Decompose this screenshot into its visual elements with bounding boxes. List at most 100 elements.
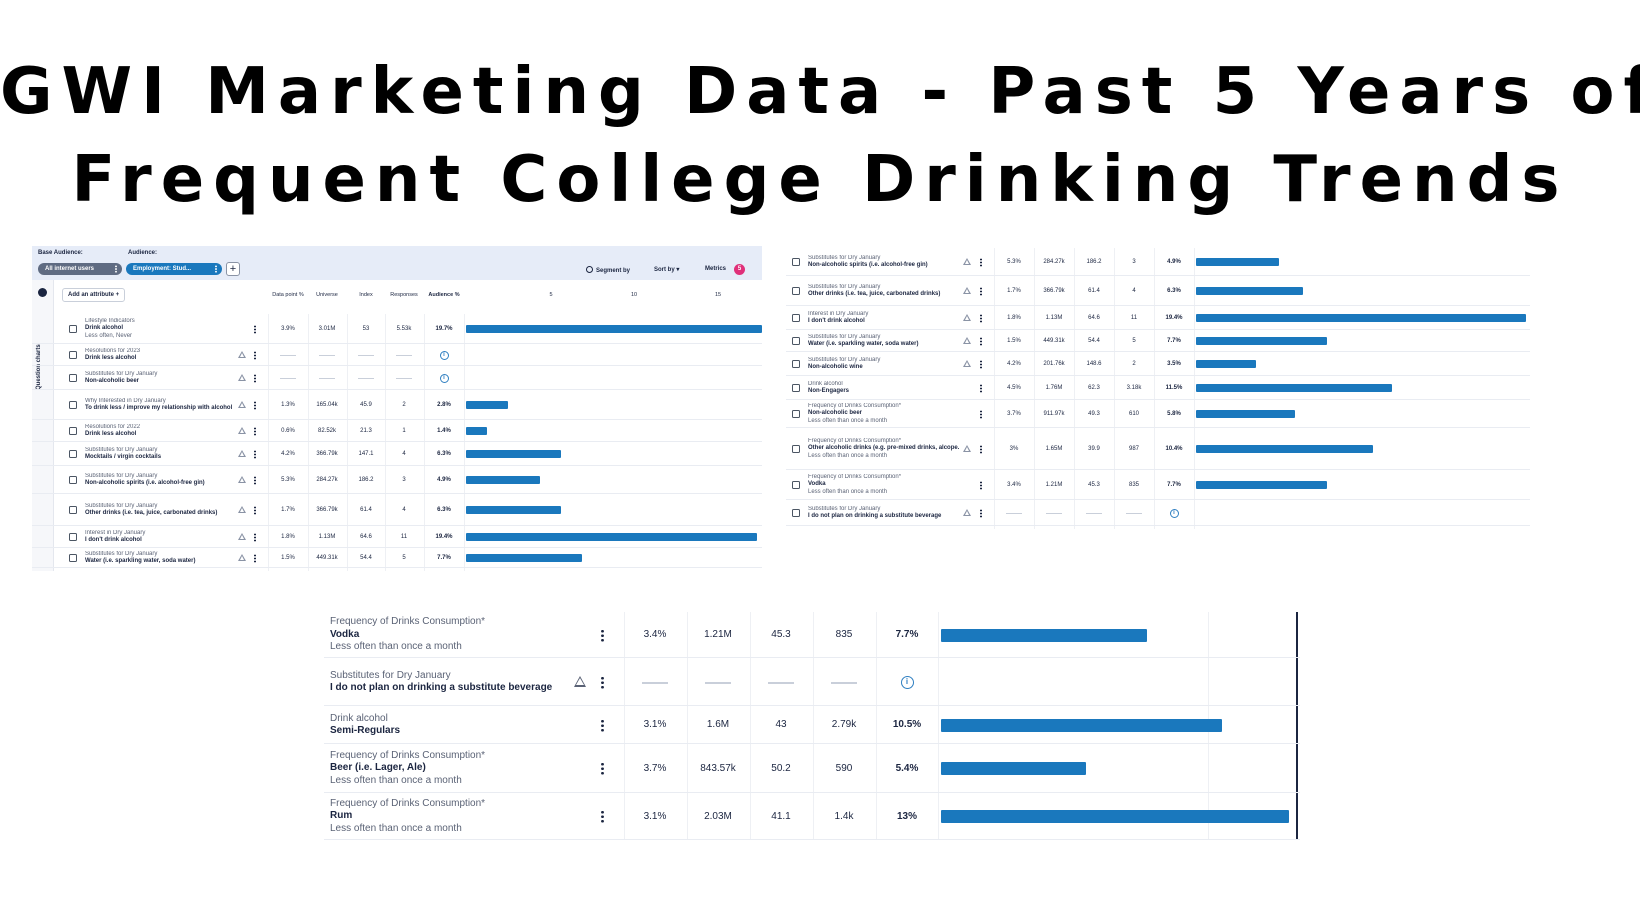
table-row[interactable]: Interest in Dry January I don't drink alc… bbox=[32, 526, 762, 548]
row-checkbox[interactable] bbox=[792, 287, 800, 295]
row-checkbox[interactable] bbox=[69, 506, 77, 514]
row-menu-icon[interactable] bbox=[980, 444, 982, 454]
table-row[interactable]: Frequency of Drinks Consumption* Vodka Les… bbox=[786, 470, 1530, 500]
metrics-button[interactable]: Metrics bbox=[705, 266, 726, 272]
column-header[interactable]: Data point % bbox=[272, 292, 304, 298]
row-checkbox[interactable] bbox=[69, 325, 77, 333]
row-checkbox[interactable] bbox=[792, 445, 800, 453]
table-row[interactable]: Substitutes for Dry January Other drinks … bbox=[32, 494, 762, 526]
row-menu-icon[interactable] bbox=[601, 628, 604, 642]
audience-bar[interactable] bbox=[1196, 337, 1327, 345]
info-icon[interactable]: i bbox=[439, 350, 449, 360]
audience-chip[interactable]: Employment: Stud... bbox=[126, 263, 222, 275]
row-menu-icon[interactable] bbox=[980, 286, 982, 296]
row-menu-icon[interactable] bbox=[254, 324, 256, 334]
table-row[interactable]: Resolutions for 2022 Drink less alcohol 0.… bbox=[32, 420, 762, 442]
row-checkbox[interactable] bbox=[792, 360, 800, 368]
column-header[interactable]: Index bbox=[359, 292, 373, 298]
chip-menu-icon[interactable] bbox=[115, 265, 117, 273]
question-charts-sidebar[interactable]: Question charts bbox=[32, 280, 54, 571]
row-menu-icon[interactable] bbox=[254, 449, 256, 459]
row-menu-icon[interactable] bbox=[254, 505, 256, 515]
table-row[interactable]: Substitutes for Dry January Other drinks … bbox=[786, 276, 1530, 306]
table-row[interactable]: Drink alcohol Non-Engagers 4.5% 1.76M 62.3 3.… bbox=[786, 376, 1530, 400]
row-menu-icon[interactable] bbox=[601, 762, 604, 775]
audience-bar[interactable] bbox=[941, 810, 1290, 823]
table-row[interactable]: Substitutes for Dry January Mocktails / v… bbox=[32, 442, 762, 466]
row-checkbox[interactable] bbox=[69, 554, 77, 562]
row-menu-icon[interactable] bbox=[980, 508, 982, 518]
audience-bar[interactable] bbox=[941, 762, 1086, 775]
audience-bar[interactable] bbox=[1196, 410, 1295, 418]
column-header[interactable]: Universe bbox=[316, 292, 338, 298]
table-row[interactable]: Substitutes for Dry January Water (i.e. s… bbox=[32, 548, 762, 568]
audience-bar[interactable] bbox=[1196, 287, 1304, 295]
row-checkbox[interactable] bbox=[792, 481, 800, 489]
row-checkbox[interactable] bbox=[792, 509, 800, 517]
table-row[interactable]: Drink alcohol Semi-Regulars 3.1% 1.6M 43 2.79… bbox=[324, 706, 1300, 744]
table-row[interactable]: Frequency of Drinks Consumption* Rum Less … bbox=[324, 793, 1300, 840]
info-icon[interactable]: i bbox=[1169, 508, 1179, 518]
audience-bar[interactable] bbox=[1196, 384, 1392, 392]
row-checkbox[interactable] bbox=[792, 410, 800, 418]
row-menu-icon[interactable] bbox=[601, 718, 604, 732]
row-menu-icon[interactable] bbox=[254, 350, 256, 360]
row-menu-icon[interactable] bbox=[980, 383, 982, 393]
row-menu-icon[interactable] bbox=[254, 475, 256, 485]
add-attribute-button[interactable]: Add an attribute + bbox=[62, 288, 126, 302]
scrollbar-track[interactable] bbox=[1296, 612, 1298, 840]
row-checkbox[interactable] bbox=[792, 384, 800, 392]
chip-menu-icon[interactable] bbox=[215, 265, 217, 273]
row-menu-icon[interactable] bbox=[601, 675, 604, 689]
row-menu-icon[interactable] bbox=[980, 409, 982, 419]
audience-bar[interactable] bbox=[941, 718, 1223, 732]
collapse-icon[interactable] bbox=[38, 288, 47, 297]
audience-bar[interactable] bbox=[1196, 445, 1373, 453]
table-row[interactable]: Lifestyle Indicators Drink alcohol Less of… bbox=[32, 314, 762, 344]
row-menu-icon[interactable] bbox=[601, 810, 604, 823]
table-row[interactable]: Substitutes for Dry January Non-alcoholic… bbox=[786, 352, 1530, 376]
audience-bar[interactable] bbox=[466, 533, 757, 541]
audience-bar[interactable] bbox=[466, 450, 561, 458]
audience-bar[interactable] bbox=[1196, 481, 1327, 489]
row-checkbox[interactable] bbox=[69, 401, 77, 409]
table-row[interactable]: Substitutes for Dry January I do not plan… bbox=[324, 658, 1300, 706]
audience-bar[interactable] bbox=[1196, 360, 1256, 368]
row-checkbox[interactable] bbox=[792, 258, 800, 266]
row-checkbox[interactable] bbox=[69, 427, 77, 435]
row-menu-icon[interactable] bbox=[980, 480, 982, 490]
row-checkbox[interactable] bbox=[69, 351, 77, 359]
table-row[interactable]: Substitutes for Dry January Non-alcoholic… bbox=[32, 466, 762, 494]
audience-bar[interactable] bbox=[466, 554, 582, 562]
row-checkbox[interactable] bbox=[69, 450, 77, 458]
row-menu-icon[interactable] bbox=[254, 373, 256, 383]
column-header[interactable]: Responses bbox=[390, 292, 418, 298]
table-row[interactable]: Frequency of Drinks Consumption* Other al… bbox=[786, 428, 1530, 470]
table-row[interactable]: Interest in Dry January I don't drink alc… bbox=[786, 306, 1530, 330]
info-icon[interactable]: i bbox=[439, 373, 449, 383]
table-row[interactable]: Resolutions for 2023 Drink less alcohol i bbox=[32, 344, 762, 366]
table-row[interactable]: Substitutes for Dry January Non-alcoholic… bbox=[786, 248, 1530, 276]
base-audience-chip[interactable]: All internet users bbox=[38, 263, 122, 275]
row-menu-icon[interactable] bbox=[254, 426, 256, 436]
row-checkbox[interactable] bbox=[792, 314, 800, 322]
audience-bar[interactable] bbox=[941, 628, 1148, 642]
column-header[interactable]: Audience % bbox=[428, 292, 460, 298]
row-menu-icon[interactable] bbox=[254, 553, 256, 563]
table-row[interactable]: Substitutes for Dry January Non-alcoholic… bbox=[32, 366, 762, 390]
table-row[interactable]: Frequency of Drinks Consumption* Non-alco… bbox=[786, 400, 1530, 428]
audience-bar[interactable] bbox=[466, 427, 487, 435]
row-checkbox[interactable] bbox=[69, 533, 77, 541]
row-menu-icon[interactable] bbox=[980, 359, 982, 369]
audience-bar[interactable] bbox=[466, 506, 561, 514]
table-row[interactable]: Substitutes for Dry January I do not plan… bbox=[786, 500, 1530, 526]
sort-by-button[interactable]: Sort by ▾ bbox=[654, 266, 679, 273]
info-icon[interactable]: i bbox=[900, 675, 914, 689]
segment-by-button[interactable]: Segment by bbox=[586, 266, 630, 274]
row-menu-icon[interactable] bbox=[980, 313, 982, 323]
row-menu-icon[interactable] bbox=[254, 532, 256, 542]
row-menu-icon[interactable] bbox=[254, 400, 256, 410]
table-row[interactable]: Why Interested in Dry January To drink le… bbox=[32, 390, 762, 420]
row-menu-icon[interactable] bbox=[980, 257, 982, 267]
table-row[interactable]: Substitutes for Dry January Water (i.e. s… bbox=[786, 330, 1530, 352]
